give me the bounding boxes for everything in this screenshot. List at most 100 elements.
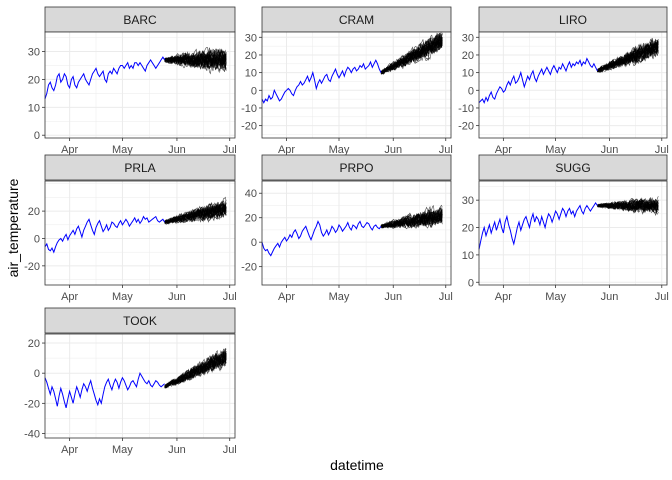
facet-strip-label: PRPO <box>339 161 373 175</box>
observed-series-line <box>261 220 382 257</box>
x-tick-label: Jun <box>168 291 186 303</box>
y-tick-label: 10 <box>245 68 257 80</box>
facet-liro: LIRO -20 -10 0 10 20 30 Apr May Jun Jul <box>458 6 669 156</box>
gridlines <box>45 32 235 138</box>
forecast-trace <box>380 32 443 73</box>
facet-panels: BARC 0 10 20 30 Apr May Jun Jul CRAM -20 -10 0 10 20 30… <box>24 6 669 456</box>
y-tick-label: 0 <box>251 237 257 249</box>
x-tick-label: Jun <box>384 291 402 303</box>
y-tick-label: 0 <box>251 85 257 97</box>
observed-series-line <box>44 371 165 409</box>
x-tick-label: May <box>329 291 350 303</box>
y-tick-label: 20 <box>28 206 40 218</box>
y-tick-label: -10 <box>241 103 257 115</box>
x-tick-label: Apr <box>495 291 512 303</box>
observed-series-line <box>44 56 166 100</box>
x-tick-label: Jul <box>223 444 237 456</box>
panel-background <box>479 181 667 285</box>
facet-strip <box>261 154 452 181</box>
y-tick-label: 0 <box>34 368 40 380</box>
x-tick-label: Jun <box>384 144 402 156</box>
y-tick-label: -20 <box>24 398 40 410</box>
forecast-trace <box>164 348 227 388</box>
facet-prpo: PRPO -20 0 20 40 Apr May Jun Jul <box>241 154 453 303</box>
x-tick-label: May <box>112 144 133 156</box>
forecast-ensemble <box>380 204 443 230</box>
y-tick-label: 0 <box>468 85 474 97</box>
forecast-trace <box>164 196 227 224</box>
x-tick-label: Apr <box>278 291 295 303</box>
observed-series-line <box>478 57 598 105</box>
x-tick-label: Jul <box>439 144 453 156</box>
panel-border <box>478 180 668 286</box>
x-tick-label: Jun <box>601 291 619 303</box>
y-tick-label: -20 <box>241 121 257 133</box>
y-axis-title: air_temperature <box>5 178 21 277</box>
y-tick-label: 40 <box>245 188 257 200</box>
panel-background <box>45 181 235 285</box>
facet-barc: BARC 0 10 20 30 Apr May Jun Jul <box>28 6 237 156</box>
facet-strip <box>478 154 668 181</box>
facet-strip <box>44 154 236 181</box>
panel-border <box>44 180 236 286</box>
forecast-trace <box>597 198 659 213</box>
forecast-trace <box>597 199 659 212</box>
x-tick-label: Jul <box>223 291 237 303</box>
x-tick-label: May <box>545 291 566 303</box>
panel-background <box>262 181 451 285</box>
x-tick-label: May <box>329 144 350 156</box>
facet-strip-label: LIRO <box>559 13 587 27</box>
y-tick-label: -20 <box>241 262 257 274</box>
x-tick-label: May <box>112 444 133 456</box>
forecast-ensemble <box>597 37 659 73</box>
observed-series-line <box>261 59 382 104</box>
facet-strip <box>44 6 236 33</box>
y-tick-label: -20 <box>24 261 40 273</box>
facet-cram: CRAM -20 -10 0 10 20 30 Apr May Jun Jul <box>241 6 453 156</box>
y-tick-label: 10 <box>462 250 474 262</box>
y-tick-label: 10 <box>28 102 40 114</box>
panel-border <box>478 31 668 139</box>
forecast-trace <box>164 202 227 224</box>
facet-strip-label: PRLA <box>124 161 155 175</box>
facet-took: TOOK -40 -20 0 20 Apr May Jun Jul <box>24 307 237 456</box>
y-tick-label: 30 <box>462 32 474 44</box>
x-tick-label: Apr <box>278 144 295 156</box>
y-tick-label: -10 <box>458 103 474 115</box>
forecast-trace <box>164 50 227 69</box>
y-tick-label: 20 <box>28 74 40 86</box>
y-tick-label: 20 <box>462 223 474 235</box>
gridlines <box>262 32 451 138</box>
x-tick-label: Jul <box>439 291 453 303</box>
x-tick-label: Jul <box>223 144 237 156</box>
gridlines <box>45 181 235 285</box>
facet-prla: PRLA -20 0 20 Apr May Jun Jul <box>24 154 237 303</box>
y-tick-label: 10 <box>462 68 474 80</box>
observed-series-line <box>478 201 598 250</box>
x-tick-label: Apr <box>61 144 78 156</box>
forecast-ensemble <box>597 196 659 217</box>
forecast-trace <box>164 206 227 224</box>
x-tick-label: Jun <box>168 444 186 456</box>
forecast-ensemble <box>164 348 227 389</box>
forecast-ensemble <box>164 46 227 75</box>
x-tick-label: Apr <box>61 291 78 303</box>
y-tick-label: -40 <box>24 428 40 440</box>
forecast-ensemble <box>164 196 227 225</box>
facet-strip-label: TOOK <box>123 314 157 328</box>
observed-series-line <box>44 215 166 254</box>
forecast-trace <box>380 32 443 74</box>
y-tick-label: 20 <box>462 50 474 62</box>
panel-border <box>44 31 236 139</box>
x-tick-label: Jul <box>655 291 669 303</box>
y-tick-label: 30 <box>245 32 257 44</box>
x-tick-label: Apr <box>495 144 512 156</box>
facet-sugg: SUGG 0 10 20 30 Apr May Jun Jul <box>462 154 669 303</box>
y-tick-label: 20 <box>28 338 40 350</box>
y-tick-label: 0 <box>468 277 474 289</box>
forecast-ensemble <box>380 31 443 75</box>
y-tick-label: 0 <box>34 233 40 245</box>
x-tick-label: Jun <box>168 144 186 156</box>
panel-border <box>261 31 452 139</box>
